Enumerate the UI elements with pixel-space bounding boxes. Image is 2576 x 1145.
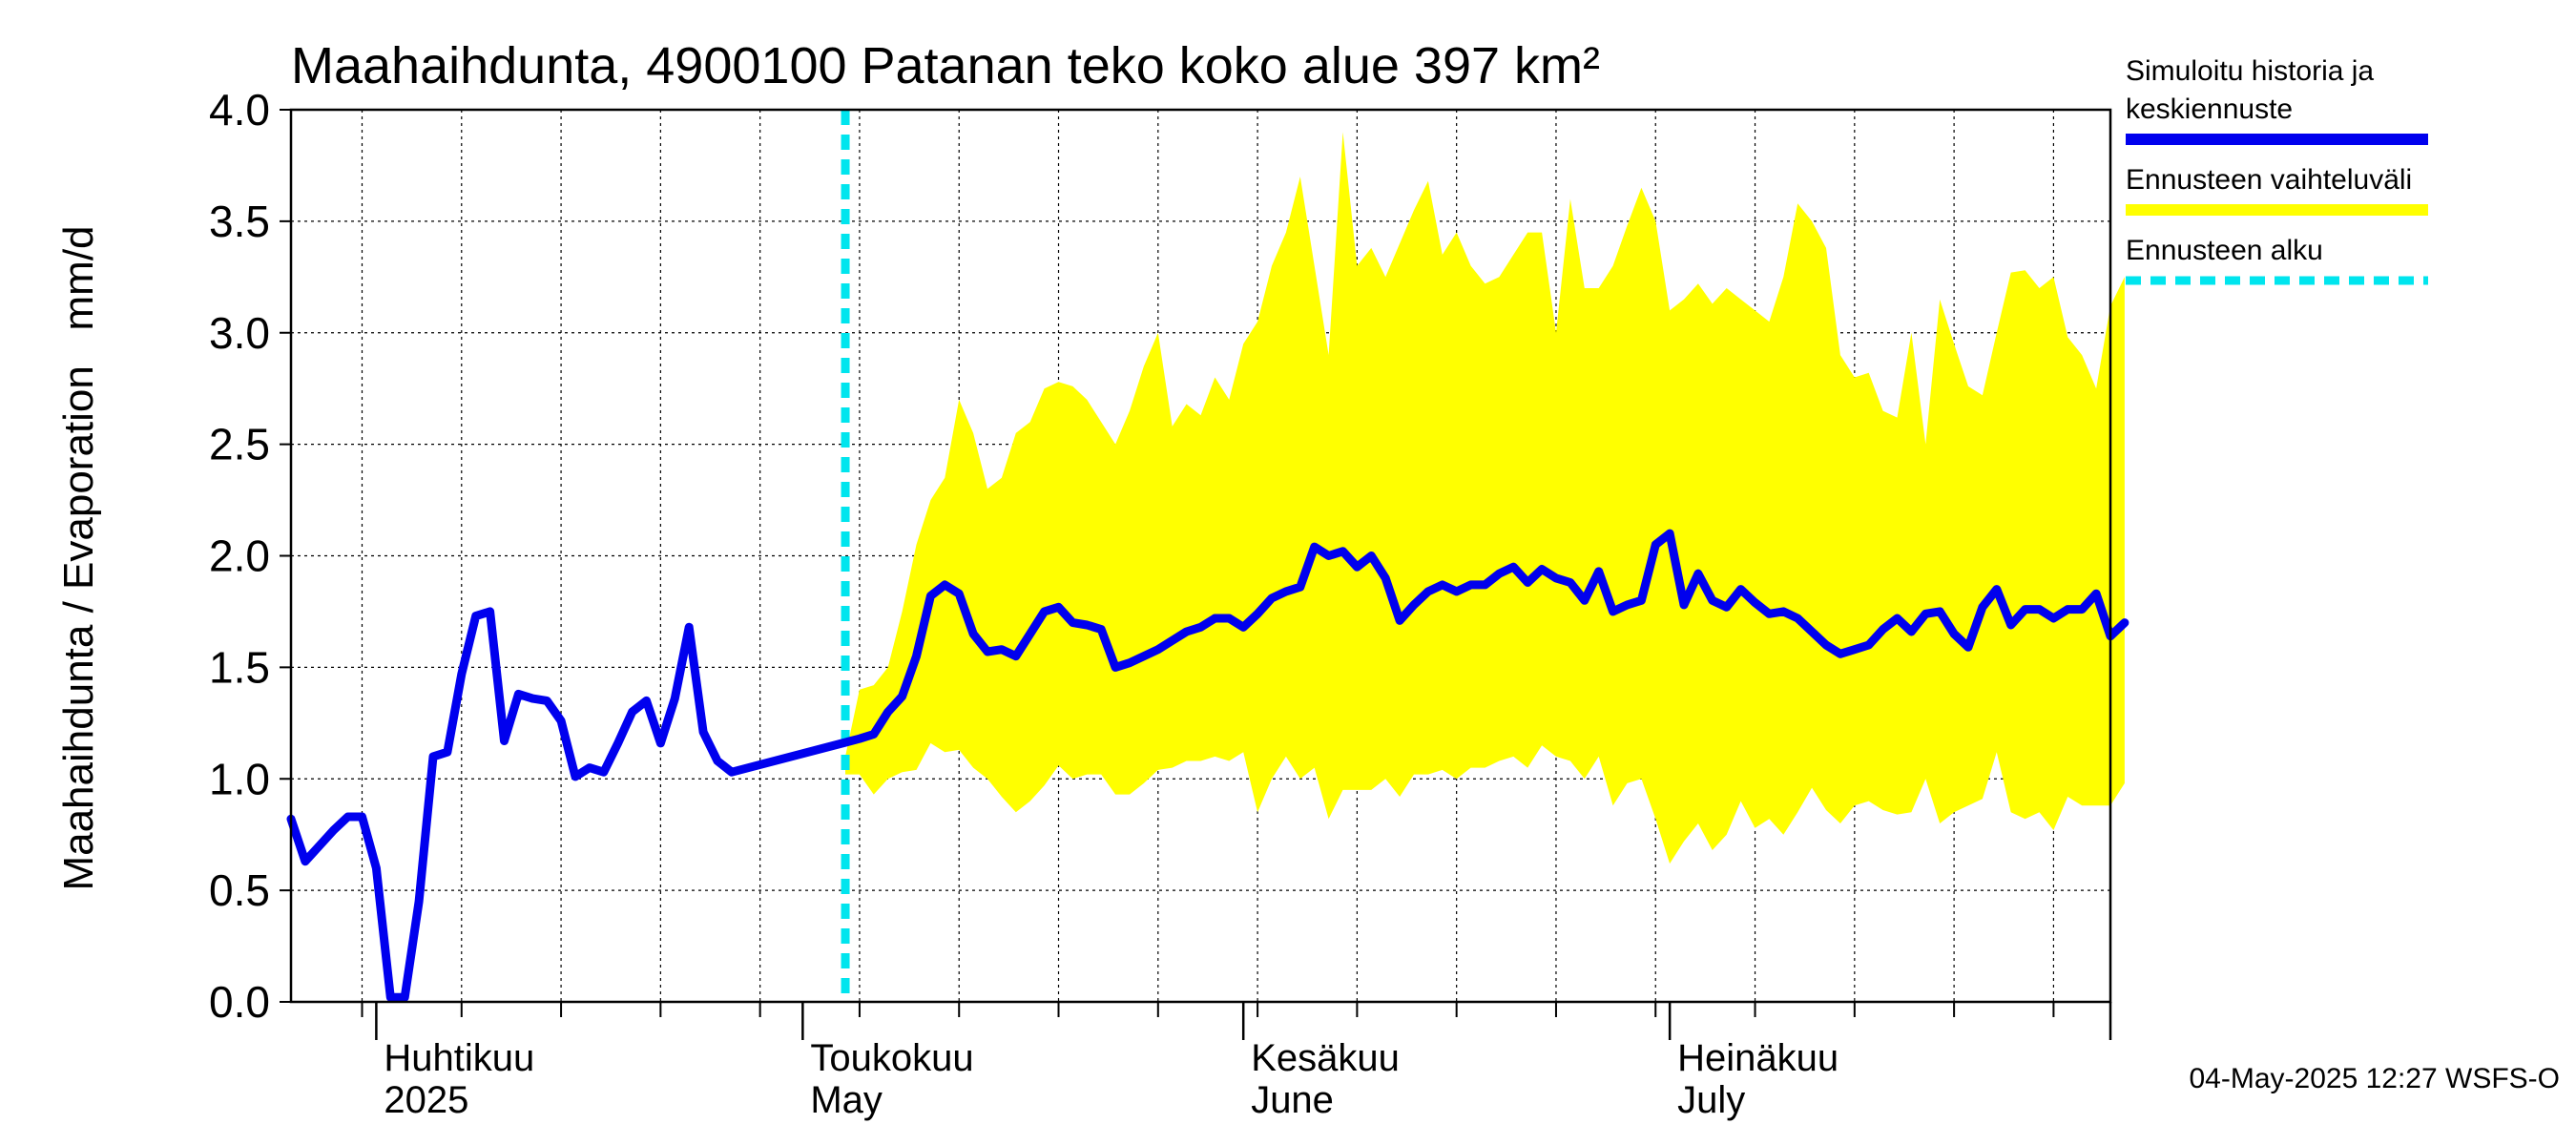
x-month-sublabel: May [810, 1079, 883, 1121]
y-tick-label: 1.5 [209, 642, 270, 692]
y-tick-label: 0.5 [209, 865, 270, 915]
y-tick-label: 4.0 [209, 85, 270, 135]
x-month-label: Kesäkuu [1251, 1037, 1400, 1079]
legend-label: Simuloitu historia ja [2126, 55, 2374, 87]
x-month-label: Heinäkuu [1677, 1037, 1839, 1079]
forecast-range-layer [845, 132, 2125, 864]
x-month-label: Huhtikuu [384, 1037, 534, 1079]
mean-series-line [286, 529, 2129, 1002]
chart-title: Maahaihdunta, 4900100 Patanan teko koko … [291, 37, 1600, 94]
legend-label: keskiennuste [2126, 94, 2293, 125]
y-tick-label: 3.5 [209, 197, 270, 246]
legend: Simuloitu historia ja keskiennuste Ennuste… [2126, 55, 2428, 285]
y-tick-label: 2.5 [209, 420, 270, 469]
series-line-layer [286, 110, 2129, 1002]
y-tick-label: 1.0 [209, 754, 270, 803]
y-tick-label: 3.0 [209, 308, 270, 358]
x-month-sublabel: 2025 [384, 1079, 468, 1121]
legend-label: Ennusteen alku [2126, 235, 2323, 266]
x-month-sublabel: June [1251, 1079, 1334, 1121]
x-month-label: Toukokuu [810, 1037, 973, 1079]
y-axis-label: Maahaihdunta / Evaporation mm/d [55, 225, 102, 890]
x-month-sublabel: July [1677, 1079, 1745, 1121]
forecast-range-band [845, 132, 2125, 864]
timestamp: 04-May-2025 12:27 WSFS-O [2190, 1063, 2561, 1094]
y-tick-label: 0.0 [209, 977, 270, 1027]
legend-label: Ennusteen vaihteluväli [2126, 164, 2412, 196]
y-tick-label: 2.0 [209, 531, 270, 581]
